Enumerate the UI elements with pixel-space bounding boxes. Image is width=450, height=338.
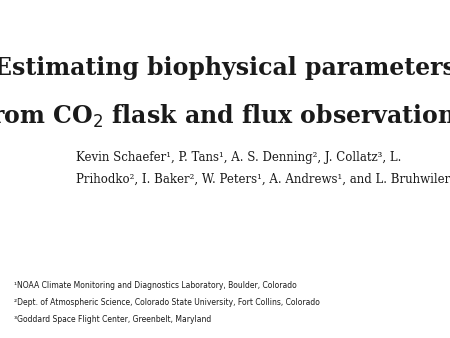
Text: from CO$_2$ flask and flux observations: from CO$_2$ flask and flux observations	[0, 103, 450, 130]
Text: Kevin Schaefer¹, P. Tans¹, A. S. Denning², J. Collatz³, L.: Kevin Schaefer¹, P. Tans¹, A. S. Denning…	[76, 151, 402, 164]
Text: Prihodko², I. Baker², W. Peters¹, A. Andrews¹, and L. Bruhwiler¹: Prihodko², I. Baker², W. Peters¹, A. And…	[76, 173, 450, 186]
Text: ²Dept. of Atmospheric Science, Colorado State University, Fort Collins, Colorado: ²Dept. of Atmospheric Science, Colorado …	[14, 298, 320, 307]
Text: ³Goddard Space Flight Center, Greenbelt, Maryland: ³Goddard Space Flight Center, Greenbelt,…	[14, 315, 211, 324]
Text: ¹NOAA Climate Monitoring and Diagnostics Laboratory, Boulder, Colorado: ¹NOAA Climate Monitoring and Diagnostics…	[14, 281, 296, 290]
Text: Estimating biophysical parameters: Estimating biophysical parameters	[0, 55, 450, 80]
